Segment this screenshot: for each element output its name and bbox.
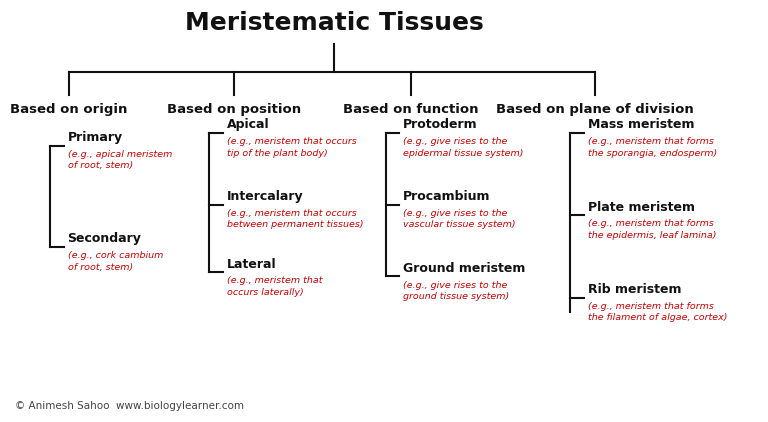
Text: Primary: Primary xyxy=(68,131,123,144)
Text: Secondary: Secondary xyxy=(68,232,141,245)
Text: (e.g., cork cambium
of root, stem): (e.g., cork cambium of root, stem) xyxy=(68,251,163,271)
Text: Based on plane of division: Based on plane of division xyxy=(496,103,694,116)
Text: Apical: Apical xyxy=(227,118,270,131)
Text: (e.g., meristem that occurs
tip of the plant body): (e.g., meristem that occurs tip of the p… xyxy=(227,137,356,157)
Text: (e.g., give rises to the
vascular tissue system): (e.g., give rises to the vascular tissue… xyxy=(403,209,516,229)
Text: Meristematic Tissues: Meristematic Tissues xyxy=(185,11,483,35)
Text: Based on origin: Based on origin xyxy=(11,103,127,116)
Text: Ground meristem: Ground meristem xyxy=(403,262,525,275)
Text: Based on position: Based on position xyxy=(167,103,301,116)
Text: Rib meristem: Rib meristem xyxy=(588,283,681,296)
Text: Plate meristem: Plate meristem xyxy=(588,200,694,214)
Text: Intercalary: Intercalary xyxy=(227,190,303,203)
Text: Procambium: Procambium xyxy=(403,190,491,203)
Text: (e.g., meristem that forms
the epidermis, leaf lamina): (e.g., meristem that forms the epidermis… xyxy=(588,219,716,240)
Text: (e.g., meristem that forms
the sporangia, endosperm): (e.g., meristem that forms the sporangia… xyxy=(588,137,717,157)
Text: (e.g., meristem that
occurs laterally): (e.g., meristem that occurs laterally) xyxy=(227,276,322,297)
Text: Protoderm: Protoderm xyxy=(403,118,478,131)
Text: (e.g., apical meristem
of root, stem): (e.g., apical meristem of root, stem) xyxy=(68,150,172,170)
Text: (e.g., give rises to the
ground tissue system): (e.g., give rises to the ground tissue s… xyxy=(403,281,509,301)
Text: Lateral: Lateral xyxy=(227,257,276,271)
Text: (e.g., meristem that forms
the filament of algae, cortex): (e.g., meristem that forms the filament … xyxy=(588,302,727,322)
Text: (e.g., meristem that occurs
between permanent tissues): (e.g., meristem that occurs between perm… xyxy=(227,209,363,229)
Text: (e.g., give rises to the
epidermal tissue system): (e.g., give rises to the epidermal tissu… xyxy=(403,137,524,157)
Text: Based on function: Based on function xyxy=(343,103,478,116)
Text: Mass meristem: Mass meristem xyxy=(588,118,694,131)
Text: © Animesh Sahoo  www.biologylearner.com: © Animesh Sahoo www.biologylearner.com xyxy=(15,401,244,411)
